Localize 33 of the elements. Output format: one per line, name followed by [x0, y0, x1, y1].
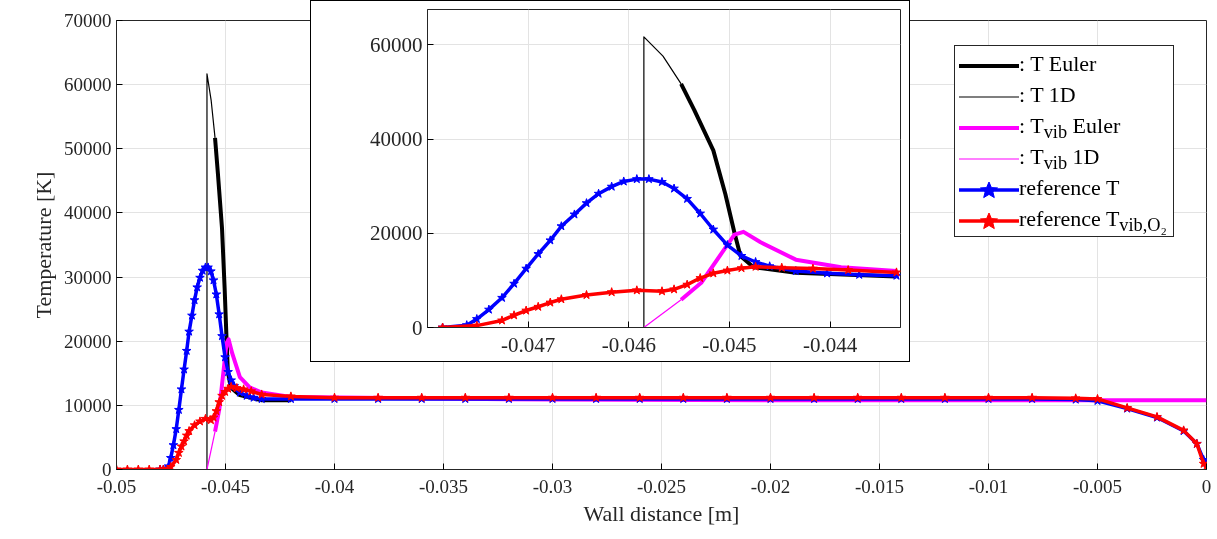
- y-tick-label: 20000: [64, 330, 112, 352]
- x-tick-label: -0.03: [532, 475, 573, 497]
- x-axis-title: Wall distance [m]: [583, 500, 740, 526]
- x-tick-label: -0.046: [601, 332, 656, 357]
- x-tick-label: -0.044: [802, 332, 858, 357]
- legend-label: : T$_{vib}$ Euler: [1019, 113, 1121, 143]
- legend-label: : T Euler: [1019, 51, 1097, 76]
- y-axis-title: Temperature [K]: [31, 171, 56, 319]
- x-tick-label: -0.045: [702, 332, 757, 357]
- y-tick-label: 60000: [64, 74, 112, 96]
- y-tick-label: 0: [412, 315, 423, 340]
- y-tick-label: 20000: [370, 221, 423, 246]
- y-tick-label: 30000: [64, 266, 112, 288]
- y-tick-label: 50000: [64, 138, 112, 160]
- y-tick-label: 70000: [64, 10, 112, 31]
- legend-label: : T$_{vib}$ 1D: [1019, 144, 1100, 174]
- x-tick-label: 0: [1201, 475, 1212, 497]
- x-tick-label: -0.015: [854, 475, 905, 497]
- y-tick-label: 40000: [370, 127, 423, 152]
- y-tick-label: 40000: [64, 202, 112, 224]
- x-tick-label: -0.04: [314, 475, 355, 497]
- x-tick-label: -0.02: [750, 475, 791, 497]
- x-tick-label: -0.047: [501, 332, 556, 357]
- x-tick-label: -0.045: [200, 475, 251, 497]
- y-tick-label: 60000: [370, 32, 423, 57]
- legend-label: reference T$_{vib,O₂}$: [1019, 206, 1167, 236]
- x-tick-label: -0.025: [636, 475, 687, 497]
- x-tick-label: -0.005: [1072, 475, 1123, 497]
- legend-label: : T 1D: [1019, 82, 1076, 107]
- x-tick-label: -0.035: [418, 475, 469, 497]
- legend-label: reference T: [1019, 175, 1120, 200]
- y-tick-label: 10000: [64, 394, 112, 416]
- x-tick-label: -0.01: [968, 475, 1009, 497]
